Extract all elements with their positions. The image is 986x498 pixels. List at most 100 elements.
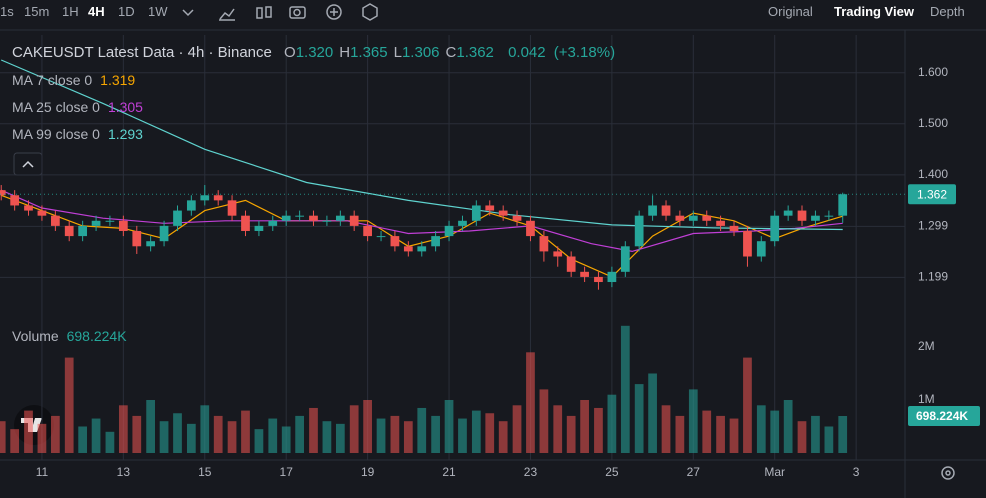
candle-body: [688, 215, 698, 221]
volume-bar: [498, 421, 508, 453]
volume-bar: [716, 415, 725, 453]
x-tick-label: 19: [361, 465, 375, 479]
candle-icon[interactable]: [265, 6, 272, 18]
volume-bar: [444, 400, 454, 453]
x-tick-label: Mar: [764, 465, 785, 479]
candle-icon[interactable]: [256, 7, 263, 19]
settings-icon[interactable]: [945, 470, 951, 476]
candle-body: [770, 215, 780, 242]
ma-legend-row: MA 7 close 0 1.319: [12, 72, 139, 88]
candle-body: [268, 220, 278, 226]
ohlc-value: 1.362: [456, 44, 494, 61]
candle-body: [118, 220, 128, 231]
volume-bar: [322, 421, 332, 453]
candle-body: [485, 205, 495, 211]
candle-body: [729, 225, 739, 231]
ma-name: MA 7 close 0: [12, 72, 93, 88]
volume-bar: [688, 389, 698, 453]
volume-bar: [431, 415, 440, 453]
volume-legend: Volume 698.224K: [12, 328, 131, 344]
view-button[interactable]: Depth: [930, 4, 965, 19]
volume-bar: [743, 357, 752, 453]
candle-body: [498, 210, 508, 216]
x-tick-label: 3: [853, 465, 860, 479]
candle-body: [105, 220, 115, 222]
candle-body: [376, 236, 386, 238]
change-pct: (+3.18%): [553, 44, 616, 61]
volume-bar: [458, 418, 467, 453]
collapse-button[interactable]: [13, 152, 43, 176]
candle-body: [648, 205, 657, 216]
candle-body: [607, 271, 617, 283]
candles: [0, 185, 848, 290]
interval-button[interactable]: 1H: [62, 4, 79, 19]
toolbar-icons[interactable]: [182, 3, 955, 480]
volume-bar: [173, 413, 182, 453]
candle-body: [539, 236, 549, 252]
ma-value: 1.293: [107, 126, 143, 142]
volume-bar: [132, 415, 142, 453]
settings-icon[interactable]: [362, 3, 378, 21]
collapse-icon[interactable]: [22, 160, 34, 168]
volume-bar: [10, 429, 20, 453]
candle-body: [526, 220, 535, 237]
ma-name: MA 25 close 0: [12, 99, 100, 115]
camera-icon[interactable]: [293, 8, 301, 17]
volume-bar: [512, 405, 522, 453]
volume-bar: [811, 415, 820, 453]
settings-icon[interactable]: [941, 466, 955, 480]
interval-button[interactable]: 15m: [24, 4, 50, 19]
dropdown-icon[interactable]: [182, 9, 194, 17]
x-tick-label: 17: [280, 465, 294, 479]
interval-button[interactable]: 4H: [88, 4, 105, 19]
candle-body: [254, 225, 264, 231]
candle-body: [431, 236, 440, 247]
candle-body: [838, 194, 848, 216]
indicator-icon[interactable]: [219, 8, 235, 21]
candle-body: [51, 215, 60, 226]
candle-body: [797, 210, 807, 221]
interval-button[interactable]: 1s: [0, 4, 14, 19]
ohlc-label: H: [339, 44, 351, 61]
candle-body: [213, 195, 223, 201]
add-icon[interactable]: [326, 4, 342, 20]
camera-icon[interactable]: [289, 6, 306, 19]
candle-body: [620, 246, 630, 272]
candle-body: [91, 220, 101, 226]
y-tick-label: 1.400: [918, 167, 948, 181]
candle-body: [824, 215, 834, 217]
candle-body: [295, 215, 304, 217]
candle-body: [173, 210, 182, 226]
view-button[interactable]: Trading View: [834, 4, 914, 19]
candle-body: [403, 246, 413, 252]
add-icon[interactable]: [330, 8, 338, 16]
volume-bar: [186, 423, 196, 453]
volume-bar: [824, 426, 834, 453]
candle-body: [200, 195, 210, 201]
ohlc-label: O: [284, 44, 296, 61]
volume-bar: [675, 415, 685, 453]
volume-bar: [241, 410, 250, 453]
ohlc-label: L: [393, 44, 402, 61]
volume-bar: [471, 410, 481, 453]
ma-name: MA 99 close 0: [12, 126, 100, 142]
volume-bar: [146, 400, 155, 453]
view-button[interactable]: Original: [768, 4, 813, 19]
volume-bar: [417, 407, 427, 453]
volume-bar: [539, 389, 549, 453]
volume-bar: [661, 405, 671, 453]
ma-legend-row: MA 25 close 0 1.305: [12, 99, 147, 115]
interval-button[interactable]: 1D: [118, 4, 135, 19]
volume-bar: [634, 384, 644, 453]
ma-value: 1.319: [100, 72, 136, 88]
y-tick-label: 1.299: [918, 219, 948, 233]
volume-bar: [268, 418, 278, 453]
volume-bar: [376, 418, 386, 453]
x-tick-label: 25: [605, 465, 619, 479]
volume-bar: [770, 410, 780, 453]
volume-bar: [553, 405, 563, 453]
candle-body: [132, 230, 142, 247]
interval-button[interactable]: 1W: [148, 4, 168, 19]
